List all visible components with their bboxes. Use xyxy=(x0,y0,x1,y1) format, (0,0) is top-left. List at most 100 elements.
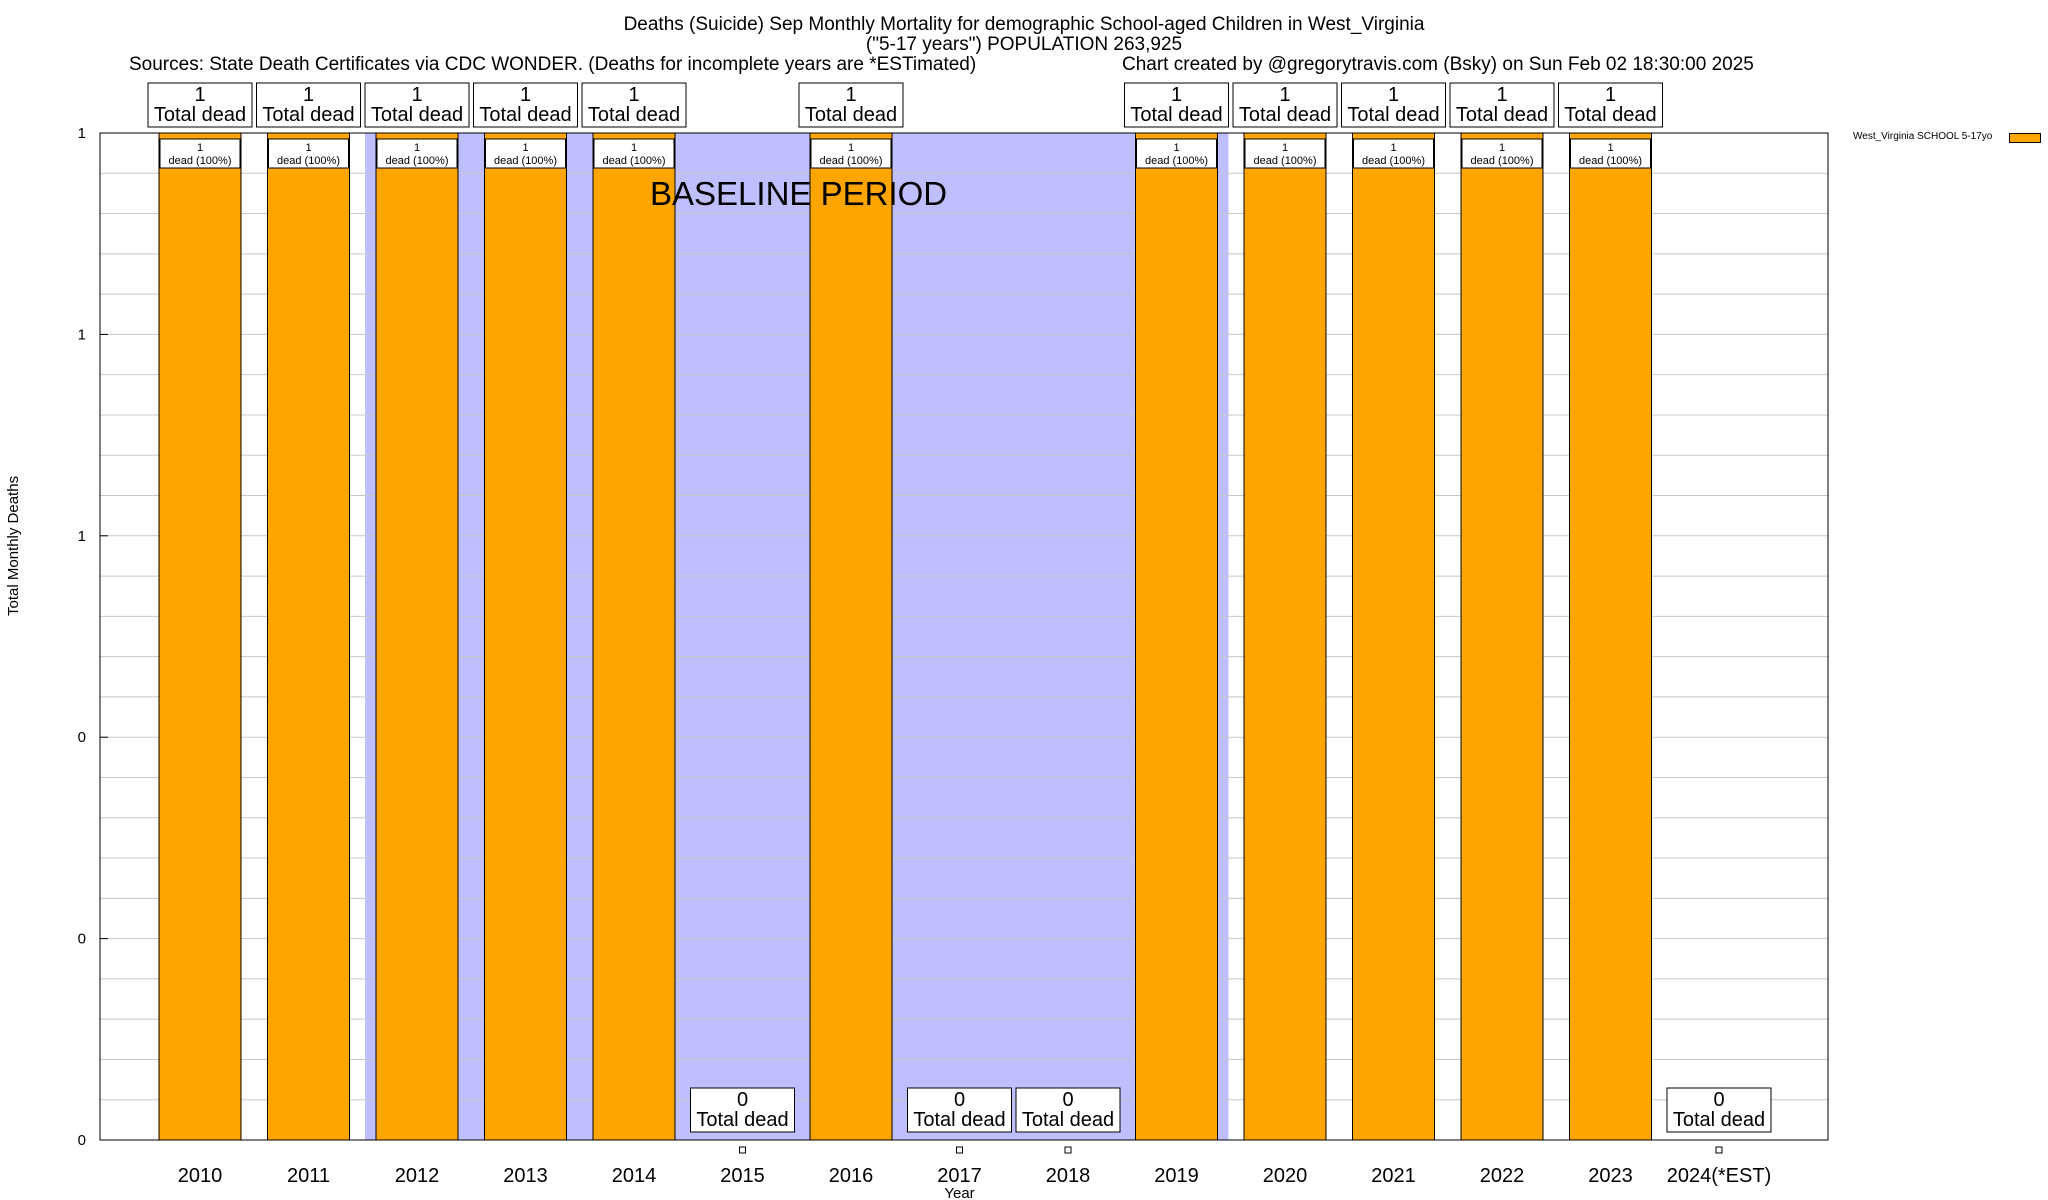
total-box xyxy=(1449,82,1555,128)
total-count: 1 xyxy=(845,84,856,106)
bar-value-count: 1 xyxy=(631,142,637,154)
bar-value-count: 1 xyxy=(848,142,854,154)
x-tick-label: 2014 xyxy=(612,1165,657,1187)
total-caption: Total dead xyxy=(696,1109,788,1131)
zero-marker xyxy=(1064,1146,1072,1154)
total-caption: Total dead xyxy=(913,1109,1005,1131)
bar-value-box xyxy=(376,138,458,169)
total-count: 0 xyxy=(1062,1089,1073,1111)
bar-value-box xyxy=(1461,138,1543,169)
chart-title-line-2: ("5-17 years") POPULATION 263,925 xyxy=(865,34,1183,55)
total-box xyxy=(1558,82,1663,128)
total-caption: Total dead xyxy=(371,104,463,126)
bar-2012 xyxy=(375,132,459,1141)
total-box xyxy=(256,82,361,128)
total-caption: Total dead xyxy=(1239,104,1331,126)
total-box xyxy=(798,82,904,128)
bar-value-box xyxy=(268,138,349,169)
bar-2020 xyxy=(1243,132,1327,1141)
bar-value-count: 1 xyxy=(1390,142,1396,154)
x-tick-label: 2020 xyxy=(1263,1165,1308,1187)
y-tick-label: 1 xyxy=(78,528,86,545)
total-count: 0 xyxy=(737,1089,748,1111)
plot-frame xyxy=(99,132,1829,1141)
x-tick-label: 2017 xyxy=(937,1165,982,1187)
x-tick-label: 2021 xyxy=(1371,1165,1416,1187)
bar-value-count: 1 xyxy=(522,142,528,154)
bar-2010 xyxy=(158,132,242,1141)
x-tick-label: 2013 xyxy=(503,1165,548,1187)
bar-value-percent: dead (100%) xyxy=(1254,155,1317,167)
total-count: 1 xyxy=(1279,84,1290,106)
bar-2022 xyxy=(1460,132,1544,1141)
total-count: 0 xyxy=(1713,1089,1724,1111)
bar-value-count: 1 xyxy=(305,142,311,154)
chart-title-line-1: Deaths (Suicide) Sep Monthly Mortality f… xyxy=(623,14,1425,35)
bar-value-count: 1 xyxy=(1499,142,1505,154)
bar-value-box xyxy=(1353,138,1434,169)
bar-value-percent: dead (100%) xyxy=(1362,155,1425,167)
legend-swatch xyxy=(2009,133,2041,143)
y-tick-label: 1 xyxy=(78,326,86,343)
bar-value-percent: dead (100%) xyxy=(820,155,883,167)
total-count: 0 xyxy=(954,1089,965,1111)
legend-label: West_Virginia SCHOOL 5-17yo xyxy=(1853,131,1993,142)
bar-2023 xyxy=(1569,132,1652,1141)
total-box xyxy=(147,82,253,128)
bar-value-percent: dead (100%) xyxy=(169,155,232,167)
total-caption: Total dead xyxy=(1347,104,1439,126)
total-count: 1 xyxy=(520,84,531,106)
x-tick-label: 2022 xyxy=(1480,1165,1525,1187)
total-box xyxy=(690,1087,795,1133)
total-count: 1 xyxy=(303,84,314,106)
zero-marker xyxy=(739,1146,746,1154)
bar-value-count: 1 xyxy=(1173,142,1179,154)
bar-2011 xyxy=(267,132,350,1141)
baseline-period-label: BASELINE PERIOD xyxy=(650,175,947,212)
bar-value-box xyxy=(593,138,675,169)
bar-2013 xyxy=(484,132,567,1141)
bar-value-count: 1 xyxy=(197,142,203,154)
bar-2014 xyxy=(592,132,676,1141)
bar-value-percent: dead (100%) xyxy=(386,155,449,167)
total-caption: Total dead xyxy=(1456,104,1548,126)
x-tick-label: 2015 xyxy=(720,1165,765,1187)
total-count: 1 xyxy=(194,84,205,106)
total-box xyxy=(1124,82,1229,128)
total-caption: Total dead xyxy=(262,104,354,126)
y-tick-label: 0 xyxy=(78,931,86,948)
total-caption: Total dead xyxy=(805,104,897,126)
y-axis-label: Total Monthly Deaths xyxy=(5,475,22,616)
total-caption: Total dead xyxy=(1130,104,1222,126)
total-box xyxy=(364,82,470,128)
x-tick-label: 2012 xyxy=(395,1165,440,1187)
bar-value-box xyxy=(485,138,566,169)
total-box xyxy=(907,1087,1012,1133)
total-count: 1 xyxy=(1496,84,1507,106)
x-tick-label: 2010 xyxy=(178,1165,223,1187)
bar-2016 xyxy=(809,132,893,1141)
total-count: 1 xyxy=(1605,84,1616,106)
bar-value-percent: dead (100%) xyxy=(603,155,666,167)
total-count: 1 xyxy=(628,84,639,106)
x-tick-label: 2016 xyxy=(829,1165,874,1187)
bar-value-box xyxy=(159,138,241,169)
total-count: 1 xyxy=(1171,84,1182,106)
total-count: 1 xyxy=(411,84,422,106)
y-tick-label: 0 xyxy=(78,1132,86,1149)
total-caption: Total dead xyxy=(1673,1109,1765,1131)
total-caption: Total dead xyxy=(1564,104,1656,126)
total-box xyxy=(1341,82,1446,128)
zero-marker xyxy=(956,1146,963,1154)
bar-value-percent: dead (100%) xyxy=(1471,155,1534,167)
total-caption: Total dead xyxy=(479,104,571,126)
x-tick-label: 2018 xyxy=(1046,1165,1091,1187)
bar-value-count: 1 xyxy=(1282,142,1288,154)
total-count: 1 xyxy=(1388,84,1399,106)
total-caption: Total dead xyxy=(154,104,246,126)
x-tick-label: 2024(*EST) xyxy=(1667,1165,1772,1187)
bar-2021 xyxy=(1352,132,1435,1141)
y-tick-label: 1 xyxy=(78,125,86,142)
bar-value-box xyxy=(1244,138,1326,169)
